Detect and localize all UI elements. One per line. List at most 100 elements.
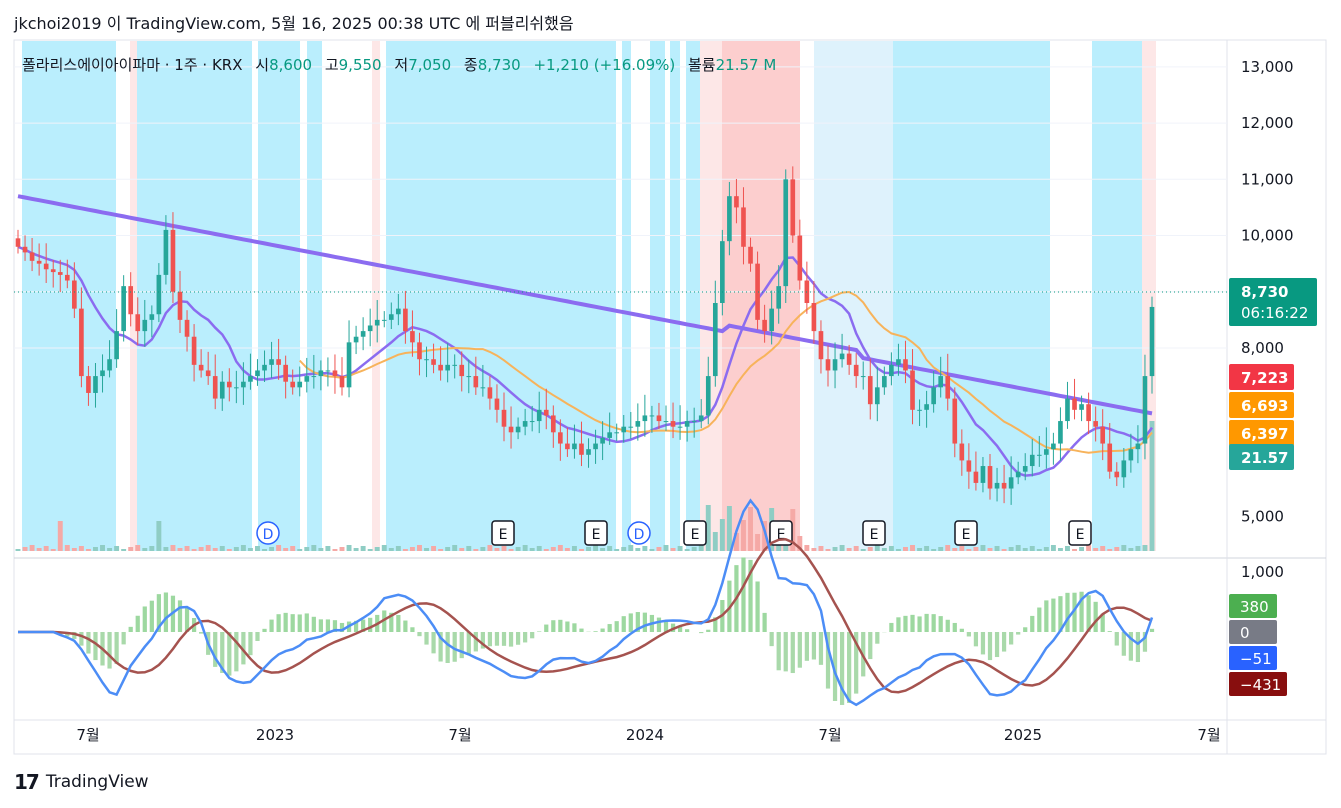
tradingview-brand[interactable]: 17 TradingView — [14, 770, 149, 794]
macd-hist-bar — [790, 632, 795, 674]
macd-badge-box — [1229, 620, 1277, 644]
candle-body — [776, 286, 782, 309]
candle-body — [762, 319, 767, 332]
volume-bar — [579, 549, 584, 551]
volume-bar — [212, 548, 218, 551]
volume-bar — [36, 548, 42, 551]
price-badge-subtext: 06:16:22 — [1241, 304, 1308, 322]
candle-body — [304, 376, 310, 382]
candle-body — [1022, 466, 1028, 472]
volume-bar — [473, 549, 479, 551]
candle-body — [522, 421, 528, 427]
volume-bar — [748, 507, 753, 551]
ma-mid-line — [17, 245, 1154, 477]
earnings-marker-box — [584, 520, 608, 546]
candle-body — [621, 426, 627, 433]
candle-body — [332, 370, 338, 377]
macd-hist-bar — [917, 616, 922, 632]
highlight-band — [386, 41, 616, 551]
volume-bar — [466, 546, 472, 551]
publish-info: jkchoi2019 이 TradingView.com, 5월 16, 202… — [14, 14, 574, 33]
macd-hist-bar — [987, 632, 993, 661]
candle-body — [628, 426, 634, 428]
macd-hist-bar — [445, 632, 450, 663]
candle-body — [853, 364, 859, 377]
candle-body — [234, 387, 239, 389]
price-badge-box — [1229, 444, 1294, 470]
earnings-marker-box — [862, 520, 886, 546]
candle-body — [698, 415, 704, 422]
time-tick-label: 7월 — [1197, 726, 1220, 744]
dividend-marker: D — [627, 521, 651, 545]
volume-bar — [705, 505, 711, 551]
volume-bar — [677, 546, 683, 551]
macd-hist-bar — [762, 612, 767, 632]
candle-body — [670, 421, 676, 427]
candle-body — [579, 443, 584, 455]
candle-body — [1128, 449, 1134, 461]
macd-hist-bar — [452, 632, 457, 662]
volume-bar — [917, 548, 923, 551]
volume-bar — [543, 549, 549, 551]
volume-bar — [888, 546, 894, 551]
macd-hist-bar — [1114, 632, 1119, 646]
dividend-marker-circle — [256, 521, 280, 545]
macd-badge: −431 — [1229, 672, 1287, 696]
volume-bar — [691, 547, 697, 551]
volume-bar — [895, 549, 901, 551]
volume-bar — [318, 548, 324, 551]
candle-body — [1051, 443, 1056, 450]
candle-body — [867, 376, 873, 405]
macd-hist-bar — [642, 612, 647, 632]
earnings-marker: E — [584, 520, 608, 546]
macd-badge-box — [1229, 594, 1277, 618]
macd-hist-bar — [769, 632, 774, 647]
volume-bar — [290, 546, 296, 551]
legend-symbol: 폴라리스에이아이파마 · 1주 · KRX — [22, 56, 243, 74]
candle-body — [374, 319, 380, 326]
candle-body — [783, 179, 789, 287]
candle-body — [656, 415, 662, 422]
volume-bar — [269, 547, 275, 551]
volume-bar — [635, 548, 641, 551]
ma-long-line — [17, 194, 1153, 416]
macd-hist-bar — [783, 632, 788, 672]
macd-hist-bar — [1128, 632, 1133, 661]
volume-bar — [233, 547, 239, 551]
candle-body — [360, 331, 366, 337]
candle-body — [353, 336, 359, 343]
candle-body — [466, 376, 472, 378]
candle-body — [255, 370, 260, 377]
volume-bar — [867, 547, 873, 551]
macd-hist-bar — [135, 615, 140, 632]
candle-body — [473, 376, 479, 388]
macd-hist-bar — [431, 632, 436, 654]
volume-bar — [1079, 547, 1085, 551]
candle-body — [410, 331, 415, 343]
macd-hist-bar — [910, 614, 915, 632]
candle-body — [910, 370, 915, 410]
macd-hist-bar — [593, 631, 598, 632]
macd-hist-bar — [459, 632, 464, 659]
highlight-band — [893, 41, 1050, 551]
candle-body — [1121, 460, 1127, 478]
macd-hist-bar — [952, 622, 957, 632]
volume-bar — [283, 548, 289, 551]
volume-bar — [388, 548, 394, 551]
volume-bar — [924, 546, 930, 551]
volume-bar — [515, 547, 521, 551]
volume-bar — [846, 548, 852, 551]
volume-bar — [762, 521, 768, 551]
volume-bar — [663, 545, 669, 551]
macd-hist-bar — [410, 627, 415, 632]
candle-body — [339, 376, 345, 388]
volume-bar — [374, 547, 380, 551]
event-marker-label: E — [962, 527, 971, 543]
volume-bar — [994, 546, 1000, 551]
candle-body — [1044, 449, 1049, 455]
legend-close-label: 종 — [464, 56, 478, 74]
price-badge: 8,730 06:16:22 — [1229, 278, 1317, 326]
macd-badge-text: −51 — [1240, 650, 1272, 668]
candle-body — [748, 246, 753, 264]
